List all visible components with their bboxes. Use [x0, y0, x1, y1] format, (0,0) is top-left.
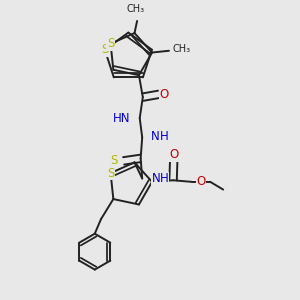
Text: CH₃: CH₃	[173, 44, 191, 54]
Text: H: H	[160, 130, 168, 143]
Text: O: O	[169, 148, 178, 161]
Text: HN: HN	[113, 112, 130, 125]
Text: S: S	[111, 154, 118, 167]
Text: H: H	[160, 172, 169, 185]
Text: N: N	[152, 172, 160, 185]
Text: CH₃: CH₃	[127, 4, 145, 14]
Text: O: O	[196, 175, 206, 188]
Text: S: S	[107, 167, 114, 179]
Text: O: O	[160, 88, 169, 101]
Text: S: S	[107, 37, 114, 50]
Text: S: S	[101, 43, 109, 56]
Text: N: N	[151, 130, 160, 143]
